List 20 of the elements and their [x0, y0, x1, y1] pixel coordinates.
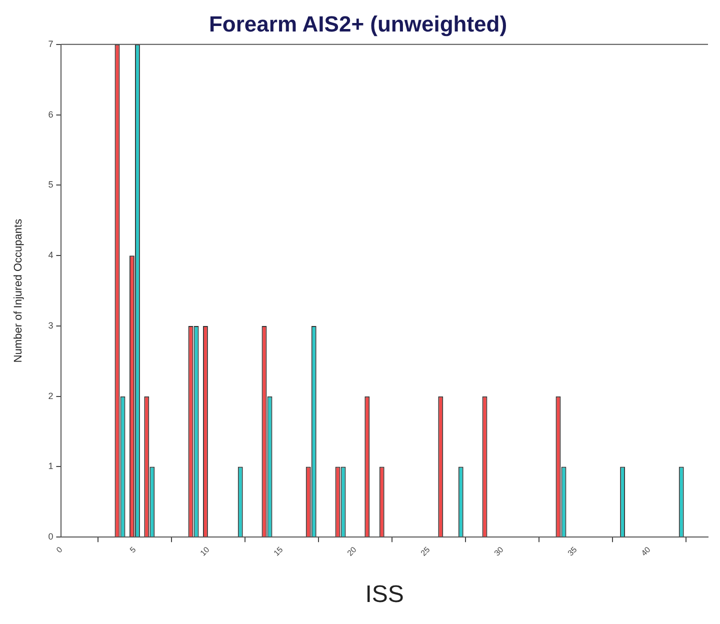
- x-tick-label: 0: [54, 544, 65, 555]
- y-tick-label: 4: [48, 250, 54, 260]
- y-tick-label: 2: [48, 390, 54, 401]
- x-tick-label: 35: [566, 544, 580, 558]
- y-tick-label: 1: [48, 461, 54, 472]
- y-tick-label: 0: [48, 532, 54, 542]
- x-tick-label: 40: [640, 544, 653, 558]
- y-axis-title: Number of Injured Occupants: [12, 218, 25, 363]
- x-tick-label: 25: [419, 544, 432, 558]
- chart-title: Forearm AIS2+ (unweighted): [208, 11, 508, 36]
- y-tick-label: 5: [48, 180, 54, 190]
- y-tick-label: 3: [48, 320, 54, 330]
- x-tick-label: 5: [128, 544, 138, 555]
- y-tick-label: 7: [48, 38, 54, 49]
- x-tick-label: 20: [346, 544, 359, 558]
- x-tick-label: 15: [272, 544, 286, 558]
- x-tick-label: 10: [198, 544, 212, 558]
- y-tick-label: 6: [48, 109, 54, 120]
- x-tick-label: 30: [492, 544, 506, 558]
- x-axis-title: ISS: [365, 581, 404, 608]
